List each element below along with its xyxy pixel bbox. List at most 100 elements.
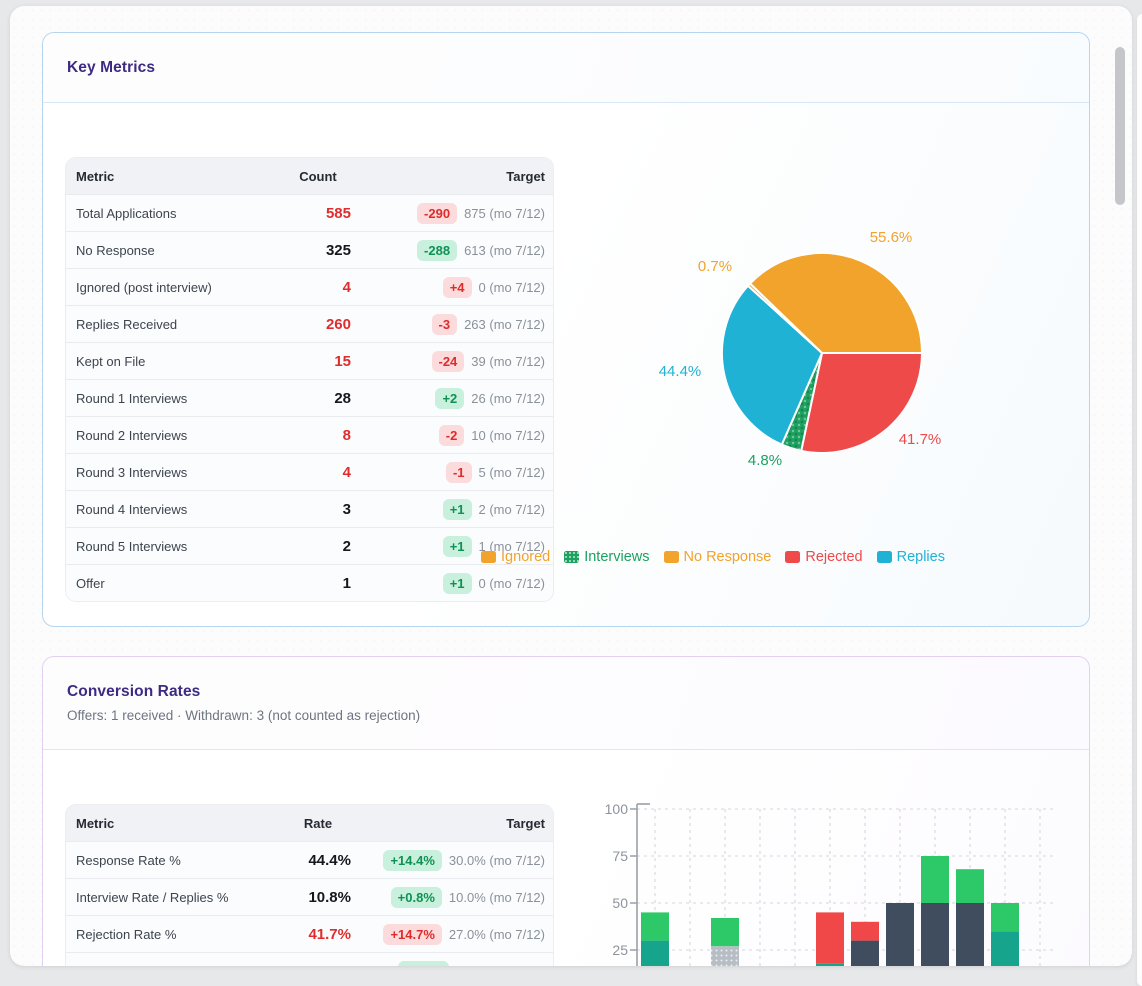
target-text: 0 (mo 7/12): [479, 576, 545, 591]
bar-segment-green[interactable]: [991, 903, 1019, 931]
target-text: 875 (mo 7/12): [464, 206, 545, 221]
bar-segment-teal[interactable]: [991, 931, 1019, 966]
bar-segment-slate[interactable]: [921, 903, 949, 966]
bar-segment-green[interactable]: [956, 869, 984, 903]
metric-value: 10.8%: [273, 889, 363, 906]
metric-label: No Response: [66, 243, 273, 258]
bar-segment-red[interactable]: [851, 922, 879, 941]
target-cell: +2 26 (mo 7/12): [363, 388, 553, 409]
legend-label: No Response: [684, 549, 772, 565]
conversion-rates-title: Conversion Rates: [67, 683, 1065, 701]
metric-value: 4.8%: [273, 963, 363, 967]
stacked-bar-chart: 100755025: [595, 794, 1065, 966]
metric-label: Round 5 Interviews: [66, 539, 273, 554]
target-cell: -288 613 (mo 7/12): [363, 240, 553, 261]
target-cell: -3 263 (mo 7/12): [363, 314, 553, 335]
bar-segment-red[interactable]: [816, 912, 844, 963]
pie-slice-label: 44.4%: [659, 363, 702, 380]
bar-segment-green[interactable]: [641, 912, 669, 940]
dashboard-panel: Key Metrics Metric Count Target Total Ap…: [10, 6, 1132, 966]
delta-badge: -3: [432, 314, 458, 335]
delta-badge: +4: [443, 277, 472, 298]
delta-badge: +1: [443, 499, 472, 520]
conversion-rates-subtitle: Offers: 1 received · Withdrawn: 3 (not c…: [67, 708, 1065, 723]
bar-segment-slate[interactable]: [886, 903, 914, 966]
table-row: Rejection Rate % 41.7% +14.7% 27.0% (mo …: [66, 915, 553, 952]
conversion-rates-header: Conversion Rates Offers: 1 received · Wi…: [43, 657, 1089, 750]
metric-value: 2: [273, 538, 363, 555]
table-row: Round 3 Interviews 4 -1 5 (mo 7/12): [66, 453, 553, 490]
metric-value: 41.7%: [273, 926, 363, 943]
legend-item-ignored[interactable]: Ignored: [481, 549, 550, 565]
bar-segment-green[interactable]: [711, 918, 739, 946]
table-row: Offer 1 +1 0 (mo 7/12): [66, 564, 553, 601]
key-metrics-title: Key Metrics: [67, 59, 155, 77]
adjacent-panel-edge: [1137, 14, 1142, 986]
bar-segment-slate[interactable]: [851, 941, 879, 966]
metric-value: 15: [273, 353, 363, 370]
metric-label: Rejection Rate %: [66, 927, 273, 942]
bar-segment-teal[interactable]: [816, 963, 844, 966]
metric-value: 8: [273, 427, 363, 444]
y-axis-tick-label: 50: [612, 895, 628, 911]
key-metrics-body: Metric Count Target Total Applications 5…: [43, 103, 1089, 626]
metric-label: Response Rate %: [66, 853, 273, 868]
metric-label: Replies Received: [66, 317, 273, 332]
metric-label: Round 3 Interviews: [66, 465, 273, 480]
delta-badge: -288: [417, 240, 457, 261]
metric-label: Round 4 Interviews: [66, 502, 273, 517]
table-row: Interview Rate / Applications % 4.8% +0.…: [66, 952, 553, 966]
metric-value: 28: [273, 390, 363, 407]
target-text: 10.0% (mo 7/12): [449, 890, 545, 905]
bar-segment-slate[interactable]: [956, 903, 984, 966]
target-text: 27.0% (mo 7/12): [449, 927, 545, 942]
table-row: Total Applications 585 -290 875 (mo 7/12…: [66, 194, 553, 231]
bar-segment-green[interactable]: [921, 856, 949, 903]
legend-label: Ignored: [501, 549, 550, 565]
table-header-row: Metric Rate Target: [66, 805, 553, 841]
legend-label: Interviews: [584, 549, 649, 565]
y-axis-tick-label: 100: [605, 801, 629, 817]
metric-label: Interview Rate / Applications %: [66, 964, 273, 967]
legend-item-rejected[interactable]: Rejected: [785, 549, 862, 565]
table-row: Round 4 Interviews 3 +1 2 (mo 7/12): [66, 490, 553, 527]
metric-label: Ignored (post interview): [66, 280, 273, 295]
target-cell: +1 0 (mo 7/12): [363, 573, 553, 594]
table-row: Response Rate % 44.4% +14.4% 30.0% (mo 7…: [66, 841, 553, 878]
y-axis-tick-label: 25: [612, 942, 628, 958]
target-text: 26 (mo 7/12): [471, 391, 545, 406]
delta-badge: +2: [435, 388, 464, 409]
bar-segment-gray_dotted[interactable]: [711, 946, 739, 966]
legend-item-no-response[interactable]: No Response: [664, 549, 772, 565]
table-row: Interview Rate / Replies % 10.8% +0.8% 1…: [66, 878, 553, 915]
target-text: 30.0% (mo 7/12): [449, 853, 545, 868]
pie-chart: 41.7%4.8%44.4%0.7%55.6%: [575, 219, 955, 481]
legend-item-replies[interactable]: Replies: [877, 549, 945, 565]
metric-label: Round 1 Interviews: [66, 391, 273, 406]
key-metrics-header: Key Metrics: [43, 33, 1089, 103]
scrollbar-thumb[interactable]: [1115, 47, 1125, 205]
delta-badge: -290: [417, 203, 457, 224]
metric-label: Interview Rate / Replies %: [66, 890, 273, 905]
target-cell: +14.4% 30.0% (mo 7/12): [363, 850, 553, 871]
target-text: 10 (mo 7/12): [471, 428, 545, 443]
legend-swatch: [785, 551, 800, 563]
col-header-value: Rate: [273, 816, 363, 831]
metric-value: 325: [273, 242, 363, 259]
col-header-target: Target: [363, 816, 553, 831]
legend-item-interviews[interactable]: Interviews: [564, 549, 649, 565]
pie-slice-label: 41.7%: [899, 431, 942, 448]
target-cell: -24 39 (mo 7/12): [363, 351, 553, 372]
delta-badge: +14.4%: [383, 850, 441, 871]
conversion-rates-body: Metric Rate Target Response Rate % 44.4%…: [43, 750, 1089, 966]
target-text: 613 (mo 7/12): [464, 243, 545, 258]
conversion-rates-card: Conversion Rates Offers: 1 received · Wi…: [42, 656, 1090, 966]
metric-value: 4: [273, 279, 363, 296]
col-header-metric: Metric: [66, 816, 273, 831]
delta-badge: -1: [446, 462, 472, 483]
delta-badge: +1: [443, 573, 472, 594]
metric-value: 44.4%: [273, 852, 363, 869]
target-cell: +0.8% 4.0% (mo 7/12): [363, 961, 553, 967]
bar-segment-teal[interactable]: [641, 941, 669, 966]
table-row: No Response 325 -288 613 (mo 7/12): [66, 231, 553, 268]
